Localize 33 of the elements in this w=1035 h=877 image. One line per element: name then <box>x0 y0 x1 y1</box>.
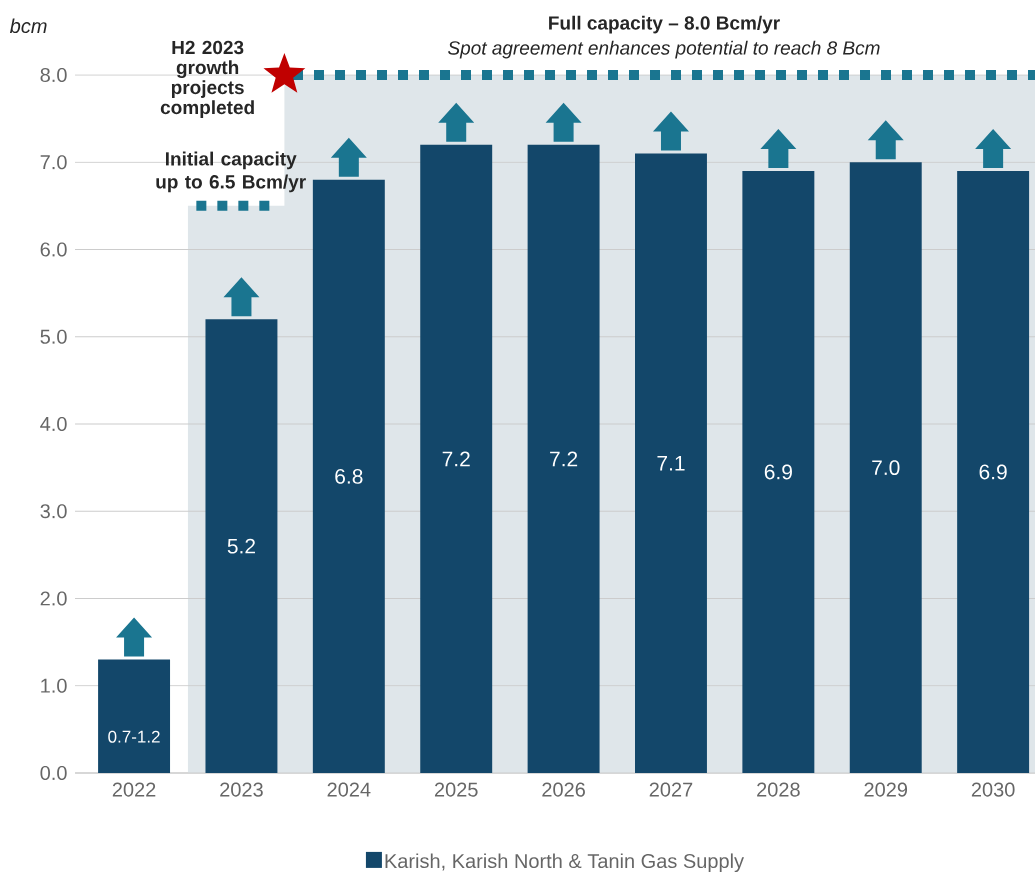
x-tick-label: 2022 <box>112 782 156 797</box>
data-label: 5.2 <box>227 538 255 554</box>
data-label: 6.8 <box>335 468 363 484</box>
data-label: 0.7-1.2 <box>108 730 160 743</box>
y-tick-label: 4.0 <box>40 416 67 432</box>
y-axis-title: bcm <box>9 18 47 34</box>
data-label: 7.0 <box>872 460 900 476</box>
y-tick-label: 3.0 <box>40 504 67 519</box>
x-tick-label: 2027 <box>649 782 693 797</box>
y-tick-label: 1.0 <box>41 678 67 693</box>
x-tick-label: 2030 <box>971 782 1015 797</box>
x-tick-label: 2024 <box>327 782 371 797</box>
x-tick-label: 2029 <box>864 782 908 797</box>
data-label: 7.1 <box>657 456 685 471</box>
x-tick-label: 2028 <box>757 782 800 797</box>
y-tick-label: 6.0 <box>40 242 67 257</box>
annotation: H2 2023 growth projects completed <box>160 40 254 118</box>
x-tick-label: 2025 <box>434 782 478 797</box>
y-tick-label: 2.0 <box>40 591 67 606</box>
ref-line-label: Full capacity – 8.0 Bcm/yr <box>549 15 780 34</box>
data-label: 6.9 <box>764 464 792 480</box>
y-tick-label: 5.0 <box>40 329 67 344</box>
x-tick-label: 2023 <box>220 782 263 797</box>
y-tick-label: 7.0 <box>40 155 67 170</box>
y-tick-label: 8.0 <box>40 67 67 83</box>
data-label: 7.2 <box>550 451 578 467</box>
data-label: 6.9 <box>979 464 1007 480</box>
data-label: 7.2 <box>442 451 470 467</box>
x-tick-label: 2026 <box>542 782 585 797</box>
y-tick-label: 0.0 <box>40 765 67 781</box>
legend-label: Karish, Karish North & Tanin Gas Supply <box>385 853 744 873</box>
text: Spot agreement enhances potential to reach 8 Bcm <box>448 40 880 59</box>
ref-line-label: Initial capacity up to 6.5 Bcm/yr <box>156 151 306 193</box>
